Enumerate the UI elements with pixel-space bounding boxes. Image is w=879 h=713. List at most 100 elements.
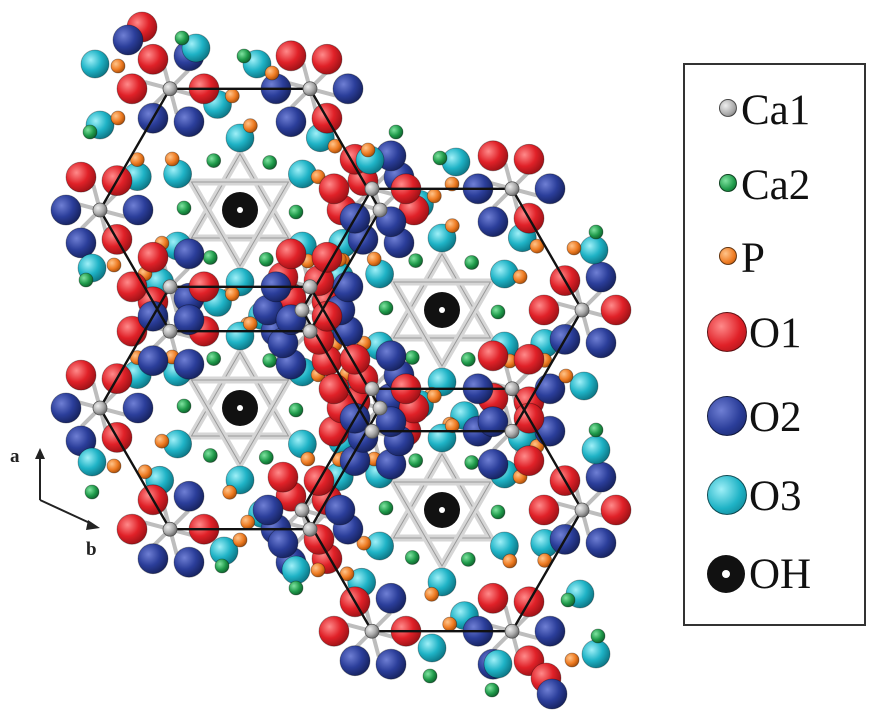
ca2-atom <box>464 455 480 470</box>
o2-atom <box>375 582 407 614</box>
ca2-atom <box>464 255 480 270</box>
ca2-atom <box>84 484 100 500</box>
legend-label-ca1: Ca1 <box>741 87 811 134</box>
ca2-atom <box>202 250 218 265</box>
ca2-atom <box>378 300 394 316</box>
legend-item-ca1: Ca1 <box>685 77 864 137</box>
p-atom <box>110 110 126 126</box>
ca1-atom <box>504 181 520 197</box>
oh-group-center <box>439 307 445 313</box>
o1-atom <box>275 238 307 270</box>
channel-bond-edge <box>190 379 290 465</box>
ca2-atom <box>460 351 476 367</box>
o2-atom <box>252 494 284 526</box>
o2-atom <box>534 615 566 647</box>
o2-atom <box>585 327 617 359</box>
p-atom <box>232 532 248 548</box>
ca1-atom <box>92 202 108 218</box>
ca2-atom <box>258 251 274 267</box>
ca1-atom <box>162 521 178 537</box>
p-atom <box>106 458 122 474</box>
ca2-atom <box>176 200 192 216</box>
atom-layer <box>50 11 632 710</box>
o2-atom <box>122 194 154 226</box>
p-atom <box>242 316 258 332</box>
o1-atom <box>513 143 545 175</box>
o1-atom <box>65 359 97 391</box>
a-axis-arrowhead <box>35 448 45 459</box>
legend-label-o2: O2 <box>749 394 802 441</box>
o2-swatch <box>707 396 747 436</box>
o2-atom <box>122 392 154 424</box>
ca1-swatch <box>719 99 737 117</box>
ca2-atom <box>588 224 604 240</box>
ca1-atom <box>504 423 520 439</box>
p-atom <box>106 257 122 273</box>
ca2-atom <box>408 253 424 269</box>
ca2-atom <box>288 580 304 596</box>
p-atom <box>426 188 442 204</box>
p-atom <box>426 388 442 404</box>
ca2-atom <box>422 668 438 684</box>
channel-bond-edge <box>190 181 290 267</box>
o2-atom <box>275 106 307 138</box>
ca1-atom <box>372 400 388 416</box>
o1-atom <box>311 241 343 273</box>
ca1-atom <box>92 400 108 416</box>
b-axis-label: b <box>86 539 97 560</box>
ca2-swatch <box>719 174 737 192</box>
p-atom <box>442 616 458 632</box>
a-axis-label: a <box>10 446 20 467</box>
b-axis-arrow <box>39 499 93 525</box>
legend-item-o3: O3 <box>685 465 864 525</box>
o1-atom <box>318 373 350 405</box>
o1-atom <box>600 294 632 326</box>
ca2-atom <box>214 558 230 574</box>
ca2-atom <box>388 124 404 140</box>
channel-bond-edge <box>392 281 492 367</box>
p-atom <box>444 218 460 234</box>
ca2-atom <box>206 153 222 169</box>
legend-label-o1: O1 <box>749 310 802 357</box>
o2-atom <box>477 448 509 480</box>
ca1-atom <box>574 302 590 318</box>
ca2-atom <box>490 304 506 320</box>
oh-swatch-center <box>722 570 730 578</box>
axis-indicator: a b <box>10 446 100 560</box>
o3-atom <box>77 447 107 477</box>
oh-group-center <box>439 507 445 513</box>
ca1-atom <box>574 502 590 518</box>
ca1-atom <box>302 323 318 339</box>
o2-atom <box>137 345 169 377</box>
unit-cell-outlines <box>92 81 590 639</box>
o3-atom <box>281 555 311 585</box>
p-swatch <box>719 247 737 265</box>
o1-atom <box>528 294 560 326</box>
p-atom <box>356 535 372 551</box>
ca2-atom <box>236 48 252 64</box>
o3-atom <box>579 235 609 265</box>
o2-atom <box>477 406 509 438</box>
ca1-atom <box>504 623 520 639</box>
o2-atom <box>375 648 407 680</box>
o2-atom <box>65 227 97 259</box>
o2-atom <box>173 304 205 336</box>
p-atom <box>424 586 440 602</box>
b-axis-arrowhead <box>86 520 100 530</box>
p-atom <box>512 269 528 285</box>
oh-group-center <box>237 405 243 411</box>
legend-item-oh: OH <box>685 543 864 603</box>
ca2-atom <box>78 272 94 288</box>
o3-atom <box>181 33 211 63</box>
ca1-atom <box>364 423 380 439</box>
p-atom <box>224 286 240 302</box>
o2-atom <box>112 24 144 56</box>
o2-atom <box>534 173 566 205</box>
ca2-atom <box>206 351 222 367</box>
ca2-atom <box>176 398 192 414</box>
oh-channel-layer <box>222 192 460 528</box>
o2-atom <box>137 543 169 575</box>
ca2-atom <box>288 204 304 220</box>
o1-atom <box>318 173 350 205</box>
